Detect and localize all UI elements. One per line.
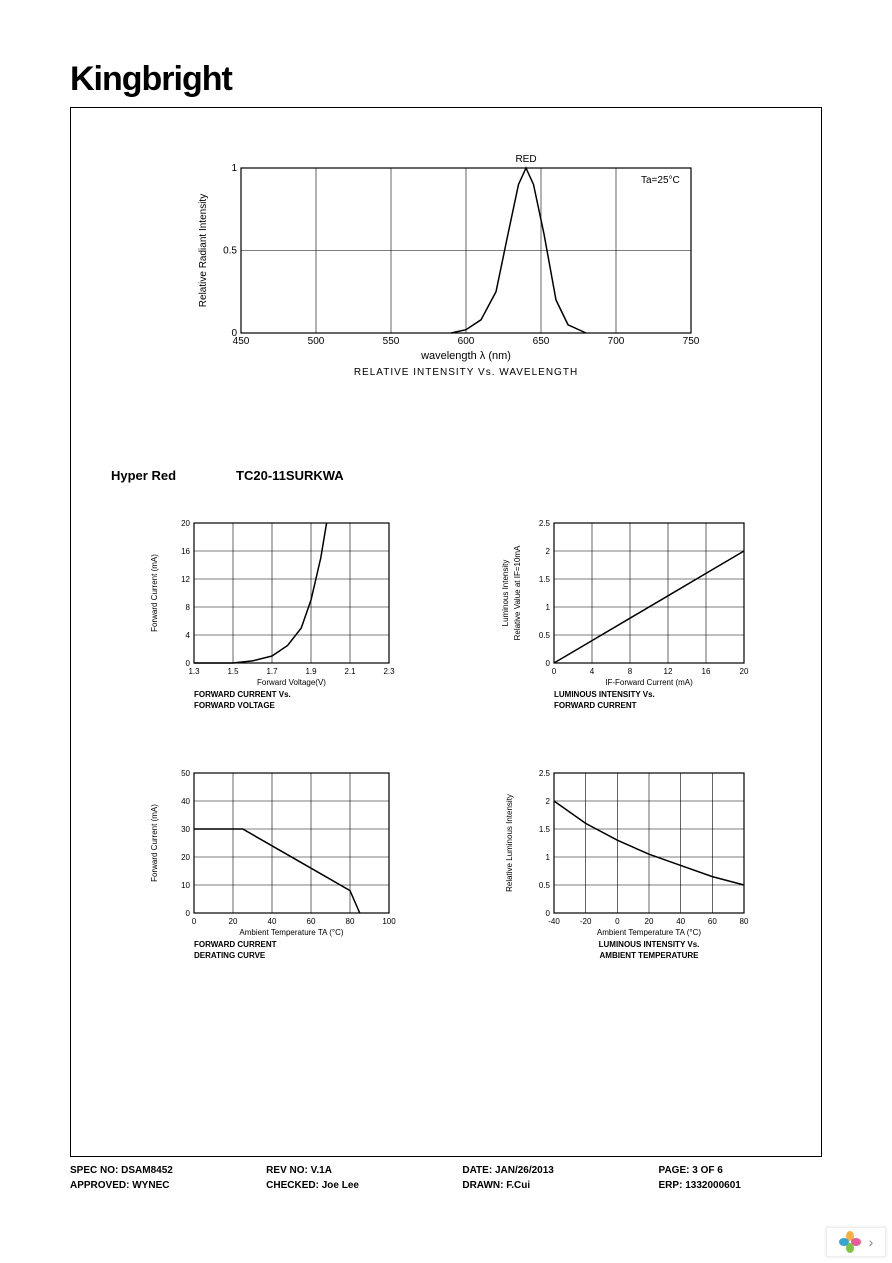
- svg-text:60: 60: [306, 917, 315, 926]
- svg-text:FORWARD CURRENT: FORWARD CURRENT: [194, 940, 277, 949]
- flower-icon: [839, 1231, 861, 1253]
- svg-text:LUMINOUS INTENSITY Vs.: LUMINOUS INTENSITY Vs.: [554, 690, 655, 699]
- svg-text:FORWARD CURRENT Vs.: FORWARD CURRENT Vs.: [194, 690, 291, 699]
- svg-text:4: 4: [185, 631, 190, 640]
- svg-text:0.5: 0.5: [538, 631, 550, 640]
- svg-text:1.7: 1.7: [266, 667, 278, 676]
- chart-luminous-intensity-temperature: -40 -20 0 20 40 60 80 0 0.5 1 1.5 2 2.5 Ambient Tempe…: [494, 763, 754, 973]
- svg-text:40: 40: [267, 917, 276, 926]
- svg-text:1: 1: [231, 163, 237, 174]
- svg-text:16: 16: [701, 667, 710, 676]
- svg-text:40: 40: [181, 797, 190, 806]
- svg-text:60: 60: [707, 917, 716, 926]
- svg-text:2: 2: [545, 547, 550, 556]
- chart-derating-curve: 0 20 40 60 80 100 0 10 20 30 40 50 Ambient Temperatu…: [139, 763, 399, 973]
- svg-text:0: 0: [545, 909, 550, 918]
- svg-text:DERATING CURVE: DERATING CURVE: [194, 951, 266, 960]
- svg-text:20: 20: [739, 667, 748, 676]
- svg-text:RED: RED: [515, 154, 536, 165]
- svg-text:40: 40: [676, 917, 685, 926]
- footer-metadata: SPEC NO: DSAM8452 REV NO: V.1A DATE: JAN…: [70, 1165, 822, 1191]
- svg-text:100: 100: [382, 917, 396, 926]
- svg-text:12: 12: [663, 667, 672, 676]
- svg-text:1: 1: [545, 853, 550, 862]
- svg-text:-20: -20: [579, 917, 591, 926]
- svg-text:FORWARD CURRENT: FORWARD CURRENT: [554, 701, 637, 710]
- svg-text:0: 0: [185, 659, 190, 668]
- svg-text:20: 20: [181, 853, 190, 862]
- svg-text:4: 4: [589, 667, 594, 676]
- chart-luminous-intensity-current: 0 4 8 12 16 20 0 0.5 1 1.5 2 2.5 IF-Forward Current …: [494, 513, 754, 723]
- svg-text:550: 550: [383, 336, 400, 347]
- svg-text:20: 20: [181, 519, 190, 528]
- svg-text:1: 1: [545, 603, 550, 612]
- svg-text:10: 10: [181, 881, 190, 890]
- svg-text:30: 30: [181, 825, 190, 834]
- svg-text:8: 8: [185, 603, 190, 612]
- svg-text:12: 12: [181, 575, 190, 584]
- svg-text:IF-Forward Current (mA): IF-Forward Current (mA): [605, 678, 693, 687]
- part-number: TC20-11SURKWA: [236, 468, 344, 483]
- svg-text:750: 750: [683, 336, 700, 347]
- svg-text:2: 2: [545, 797, 550, 806]
- svg-text:1.5: 1.5: [538, 825, 550, 834]
- svg-text:Relative Value at IF=10mA: Relative Value at IF=10mA: [513, 545, 522, 640]
- svg-text:8: 8: [627, 667, 632, 676]
- svg-text:0.5: 0.5: [223, 246, 237, 257]
- svg-text:0: 0: [185, 909, 190, 918]
- svg-text:20: 20: [228, 917, 237, 926]
- svg-text:2.1: 2.1: [344, 667, 356, 676]
- svg-text:0.5: 0.5: [538, 881, 550, 890]
- svg-text:80: 80: [345, 917, 354, 926]
- svg-text:1.9: 1.9: [305, 667, 317, 676]
- svg-text:80: 80: [739, 917, 748, 926]
- svg-text:Forward Current (mA): Forward Current (mA): [150, 554, 159, 632]
- svg-text:0: 0: [615, 917, 620, 926]
- svg-text:50: 50: [181, 769, 190, 778]
- svg-text:RELATIVE INTENSITY Vs. WAVELEN: RELATIVE INTENSITY Vs. WAVELENGTH: [354, 367, 578, 378]
- svg-text:LUMINOUS INTENSITY Vs.: LUMINOUS INTENSITY Vs.: [598, 940, 699, 949]
- svg-text:1.5: 1.5: [538, 575, 550, 584]
- svg-text:wavelength λ (nm): wavelength λ (nm): [420, 350, 511, 362]
- svg-text:20: 20: [644, 917, 653, 926]
- svg-text:1.3: 1.3: [188, 667, 200, 676]
- svg-text:Relative Luminous Intensity: Relative Luminous Intensity: [505, 794, 514, 892]
- svg-text:2.3: 2.3: [383, 667, 395, 676]
- color-name: Hyper Red: [111, 468, 176, 483]
- content-frame: 45050055060065070075000.51REDTa=25°Cwave…: [70, 107, 822, 1157]
- svg-text:Relative Radiant Intensity: Relative Radiant Intensity: [198, 194, 209, 307]
- svg-text:Ambient Temperature TA (°C): Ambient Temperature TA (°C): [239, 928, 343, 937]
- svg-text:1.5: 1.5: [227, 667, 239, 676]
- svg-text:16: 16: [181, 547, 190, 556]
- svg-text:Forward Voltage(V): Forward Voltage(V): [257, 678, 326, 687]
- svg-text:0: 0: [191, 917, 196, 926]
- chevron-right-icon: ›: [869, 1234, 874, 1250]
- chart-forward-current-voltage: 1.3 1.5 1.7 1.9 2.1 2.3 0 4 8 12 16 20 Forward Volta…: [139, 513, 399, 723]
- svg-text:Ambient Temperature TA (°C): Ambient Temperature TA (°C): [596, 928, 700, 937]
- svg-text:500: 500: [308, 336, 325, 347]
- svg-text:Luminous Intensity: Luminous Intensity: [501, 560, 510, 627]
- svg-text:600: 600: [458, 336, 475, 347]
- chart-relative-intensity: 45050055060065070075000.51REDTa=25°Cwave…: [186, 148, 706, 388]
- svg-text:2.5: 2.5: [538, 769, 550, 778]
- svg-text:0: 0: [545, 659, 550, 668]
- svg-text:FORWARD VOLTAGE: FORWARD VOLTAGE: [194, 701, 276, 710]
- svg-text:650: 650: [533, 336, 550, 347]
- brand-logo: Kingbright: [70, 60, 822, 99]
- svg-text:0: 0: [231, 328, 237, 339]
- svg-text:Ta=25°C: Ta=25°C: [641, 175, 680, 186]
- side-widget[interactable]: ›: [826, 1227, 886, 1257]
- svg-text:700: 700: [608, 336, 625, 347]
- svg-text:Forward Current (mA): Forward Current (mA): [150, 804, 159, 882]
- svg-text:2.5: 2.5: [538, 519, 550, 528]
- svg-text:AMBIENT TEMPERATURE: AMBIENT TEMPERATURE: [599, 951, 699, 960]
- svg-text:-40: -40: [548, 917, 560, 926]
- svg-text:0: 0: [551, 667, 556, 676]
